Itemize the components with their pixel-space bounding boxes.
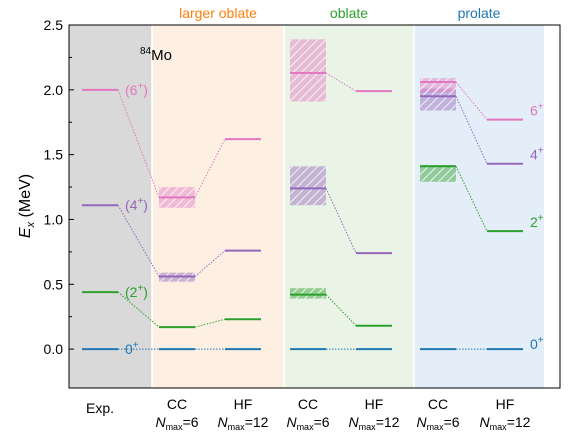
y-tick-label-4: 2.0 [44,82,64,98]
y-tick-label-1: 0.5 [44,276,64,292]
exp-label-4+: (4+) [125,196,148,213]
exp-label-0+: 0+ [125,340,139,357]
connector-6+-5-6 [455,81,488,120]
column-method-3: CC [298,396,318,412]
band-hatch-4+-col3 [290,166,326,206]
prolate-label-6+: 6+ [530,102,544,119]
band-hatch-2+-col5 [420,165,456,182]
band-hatch-6+-col5 [420,78,456,93]
column-method-5: CC [428,396,448,412]
y-axis-symbol: E [17,227,34,238]
region-bg-0 [69,25,152,388]
band-hatch-6+-col3 [290,39,326,102]
nucleus-mass: 84 [140,46,152,57]
region-title-1: larger oblate [179,5,257,21]
y-axis: 0.0 0.5 1.0 1.5 2.0 2.5 [44,17,74,357]
column-nmax-1: Nmax=6 [155,414,198,432]
region-titles: larger oblate oblate prolate [179,5,501,21]
y-tick-label-5: 2.5 [44,17,64,33]
column-method-2: HF [234,396,253,412]
plot-frame [68,24,561,389]
column-method-1: CC [167,396,187,412]
prolate-label-0+: 0+ [530,335,544,352]
y-tick-label-2: 1.0 [44,211,64,227]
connector-6+-0-1 [117,89,160,198]
column-nmax-6: Nmax=12 [480,414,531,432]
column-labels: Exp. CC Nmax=6 HF Nmax=12 CC Nmax=6 HF Nmax=12 CC… [86,396,531,432]
y-axis-label: Ex (MeV) [17,174,37,238]
exp-label-2+: (2+) [125,283,148,300]
connector-2+-1-2 [194,318,226,328]
prolate-label-2+: 2+ [530,213,544,230]
column-method-4: HF [365,396,384,412]
column-method-6: HF [496,396,515,412]
nucleus-label: 84Mo [140,46,172,64]
exp-label-6+: (6+) [125,81,148,98]
energy-levels [82,71,523,351]
y-axis-subscript: x [25,221,37,228]
y-tick-label-3: 1.5 [44,147,64,163]
y-axis-unit: (MeV) [17,174,34,222]
column-label-0: Exp. [86,400,114,416]
connector-4+-1-2 [194,250,226,277]
prolate-label-4+: 4+ [530,146,544,163]
column-nmax-4: Nmax=12 [349,414,400,432]
connector-6+-1-2 [194,138,226,198]
level-connectors [117,72,488,350]
region-title-3: prolate [458,5,501,21]
band-hatch-2+-col3 [290,288,326,299]
level-labels: 0+ 0+ (2+) 2+ (4+) 4+ (6+) 6+ [125,81,544,357]
column-nmax-5: Nmax=6 [416,414,459,432]
connector-2+-3-4 [325,294,357,327]
nucleus-element: Mo [151,47,172,64]
column-nmax-3: Nmax=6 [286,414,329,432]
region-title-2: oblate [330,5,368,21]
band-hatch-4+-col5 [420,88,456,111]
y-tick-label-0: 0.0 [44,341,64,357]
connector-4+-5-6 [455,96,488,164]
column-nmax-2: Nmax=12 [218,414,269,432]
